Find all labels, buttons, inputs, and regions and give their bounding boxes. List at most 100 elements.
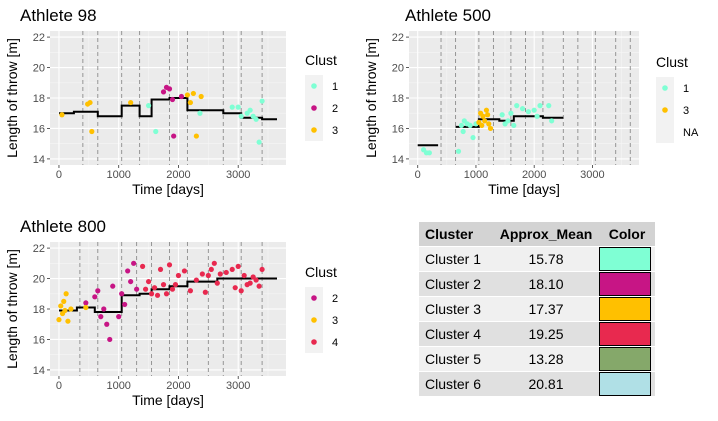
data-point-cluster-4	[235, 263, 241, 269]
legend-dot	[662, 85, 668, 91]
data-point-cluster-1	[511, 122, 517, 129]
legend-label: 1	[332, 81, 338, 93]
data-point-cluster-1	[153, 128, 159, 135]
header-approx-mean: Approx_Mean	[493, 222, 599, 247]
data-point-cluster-4	[148, 291, 155, 297]
data-point-cluster-3	[485, 112, 491, 118]
data-point-cluster-3	[487, 125, 494, 132]
data-point-cluster-2	[95, 288, 101, 294]
table-row: Cluster 5 13.28	[419, 346, 655, 372]
data-point-cluster-2	[131, 260, 137, 266]
legend-dot	[311, 317, 317, 323]
data-point-cluster-1	[458, 122, 465, 129]
legend-label: 4	[332, 337, 338, 349]
data-point-cluster-1	[256, 139, 262, 145]
legend-title: Clust	[305, 264, 337, 280]
data-point-cluster-3	[68, 306, 74, 312]
cell-cluster: Cluster 4	[419, 321, 493, 347]
x-tick-label: 2000	[522, 169, 546, 181]
data-point-cluster-4	[160, 282, 167, 288]
data-point-cluster-1	[549, 118, 555, 124]
y-axis-label: Length of throw [m]	[363, 38, 379, 158]
data-point-cluster-1	[247, 107, 253, 113]
chart-title: Athlete 800	[20, 217, 106, 236]
y-tick-label: 16	[33, 123, 45, 135]
data-point-cluster-4	[199, 271, 205, 277]
data-point-cluster-4	[259, 266, 265, 273]
chart-title: Athlete 500	[405, 6, 491, 25]
cell-color	[599, 271, 655, 297]
data-point-cluster-4	[154, 292, 161, 298]
data-point-cluster-3	[184, 92, 191, 98]
data-point-cluster-2	[83, 300, 89, 306]
data-point-cluster-3	[483, 107, 490, 113]
table-row: Cluster 6 20.81	[419, 371, 655, 397]
x-tick-label: 3000	[226, 169, 250, 181]
data-point-cluster-4	[217, 271, 223, 277]
chart-panel-1: 0 1000 2000 3000 14 16 18 20 22 Time [days] Length…	[4, 6, 338, 197]
legend-key	[656, 121, 674, 143]
data-point-cluster-1	[537, 103, 543, 109]
data-point-cluster-4	[175, 272, 182, 279]
data-point-cluster-3	[61, 298, 67, 304]
data-point-cluster-1	[499, 112, 505, 118]
data-point-cluster-1	[508, 110, 514, 116]
data-point-cluster-3	[128, 99, 134, 106]
legend-dot	[311, 339, 317, 345]
cell-approx-mean: 19.25	[493, 321, 599, 347]
y-tick-label: 18	[33, 304, 45, 316]
cell-color	[599, 371, 655, 397]
data-point-cluster-4	[232, 285, 238, 291]
data-point-cluster-3	[59, 112, 65, 118]
y-tick-label: 16	[392, 123, 404, 135]
data-point-cluster-4	[247, 280, 253, 286]
data-point-cluster-1	[197, 110, 203, 116]
cell-approx-mean: 13.28	[493, 346, 599, 372]
y-tick-label: 18	[33, 93, 45, 105]
data-point-cluster-1	[259, 98, 265, 104]
data-point-cluster-1	[467, 122, 473, 129]
x-tick-label: 0	[415, 169, 421, 181]
legend-label: 1	[683, 83, 689, 95]
cell-cluster: Cluster 5	[419, 346, 493, 372]
data-point-cluster-1	[455, 148, 462, 154]
table-row: Cluster 2 18.10	[419, 271, 655, 297]
x-tick-label: 1000	[464, 169, 488, 181]
legend-label: 3	[332, 315, 338, 327]
color-swatch	[599, 297, 651, 321]
data-point-cluster-2	[160, 89, 167, 95]
data-point-cluster-4	[163, 291, 170, 297]
data-point-cluster-2	[122, 301, 128, 308]
legend-title: Clust	[656, 54, 688, 70]
cell-color	[599, 246, 655, 272]
data-point-cluster-3	[58, 303, 64, 309]
cell-cluster: Cluster 1	[419, 246, 493, 272]
x-axis-label: Time [days]	[488, 181, 560, 197]
cell-approx-mean: 17.37	[493, 296, 599, 322]
chart-title: Athlete 98	[20, 6, 97, 25]
data-point-cluster-2	[119, 291, 125, 297]
x-tick-label: 2000	[166, 169, 190, 181]
table-header-row: Cluster Approx_Mean Color	[419, 222, 655, 247]
data-point-cluster-2	[128, 278, 134, 285]
y-tick-label: 14	[33, 365, 45, 377]
cell-cluster: Cluster 2	[419, 271, 493, 297]
color-swatch	[599, 347, 651, 371]
data-point-cluster-4	[157, 266, 164, 273]
data-point-cluster-3	[482, 118, 488, 124]
data-point-cluster-4	[169, 286, 176, 292]
data-point-cluster-4	[205, 272, 211, 279]
data-point-cluster-4	[238, 288, 244, 294]
step-mean-line	[59, 277, 277, 313]
y-tick-label: 14	[33, 154, 45, 166]
data-point-cluster-2	[107, 336, 113, 343]
data-point-cluster-2	[98, 314, 104, 320]
color-swatch	[599, 272, 651, 296]
y-tick-label: 22	[392, 32, 404, 44]
data-point-cluster-3	[479, 122, 485, 129]
data-point-cluster-4	[241, 272, 247, 279]
data-point-cluster-1	[534, 113, 540, 119]
data-point-cluster-1	[505, 118, 511, 124]
data-point-cluster-4	[223, 269, 229, 276]
data-point-cluster-1	[514, 103, 520, 109]
